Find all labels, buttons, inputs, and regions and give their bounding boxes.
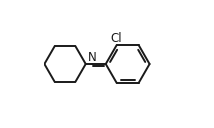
Text: Cl: Cl: [110, 32, 122, 45]
Text: N: N: [88, 51, 96, 64]
